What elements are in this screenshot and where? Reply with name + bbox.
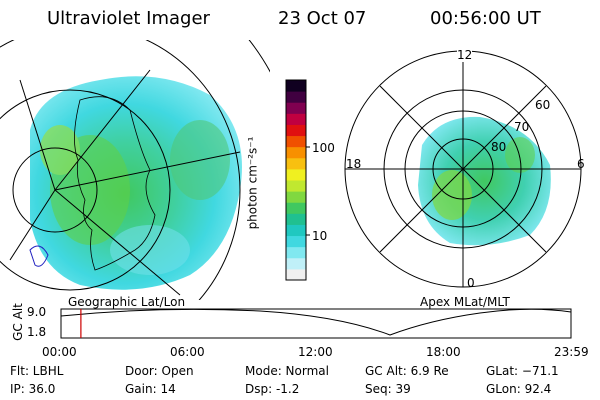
colorbar-scale — [286, 80, 306, 281]
gain-info: Gain: 14 — [125, 382, 176, 396]
colorbar-tick-10: 10 — [312, 229, 328, 243]
lat-label-70: 70 — [514, 120, 530, 134]
image-time: 00:56:00 UT — [430, 8, 541, 29]
mlt-label-12: 12 — [457, 48, 473, 62]
colorbar-swatch — [286, 268, 306, 281]
colorbar-swatch — [286, 202, 306, 214]
time-tick-3: 18:00 — [426, 345, 461, 359]
glat-info: GLat: −71.1 — [486, 364, 559, 378]
colorbar-swatch — [286, 168, 306, 181]
image-date: 23 Oct 07 — [278, 8, 367, 29]
time-tick-0: 00:00 — [42, 345, 77, 359]
colorbar-swatch — [286, 213, 306, 225]
altitude-curve — [60, 308, 572, 336]
colorbar-swatch — [286, 191, 306, 203]
right-panel-label: Apex MLat/MLT — [420, 295, 510, 309]
polar-grid — [344, 50, 582, 288]
colorbar-swatch — [286, 102, 306, 114]
colorbar-tick-100: 100 — [312, 141, 335, 155]
ip-info: IP: 36.0 — [10, 382, 56, 396]
colorbar-swatch — [286, 113, 306, 125]
instrument-title: Ultraviolet Imager — [47, 8, 210, 29]
altitude-tick-high: 9.0 — [27, 305, 47, 319]
colorbar-swatch — [286, 246, 306, 259]
colorbar-unit-label: photon cm⁻²s⁻¹ — [245, 136, 260, 230]
time-tick-4: 23:59 — [554, 345, 589, 359]
dsp-info: Dsp: -1.2 — [245, 382, 300, 396]
mode-info: Mode: Normal — [245, 364, 329, 378]
geographic-image — [0, 40, 270, 300]
mlt-label-0: 0 — [467, 276, 475, 290]
door-info: Door: Open — [125, 364, 194, 378]
colorbar-swatch — [286, 80, 306, 92]
colorbar-swatch — [286, 224, 306, 237]
altitude-tick-low: 1.8 — [27, 325, 47, 339]
colorbar-swatch — [286, 124, 306, 137]
mlt-label-6: 6 — [577, 157, 585, 171]
colorbar-swatch — [286, 180, 306, 192]
colorbar-swatch — [286, 135, 306, 148]
seq-info: Seq: 39 — [365, 382, 411, 396]
colorbar-swatch — [286, 157, 306, 170]
coastline-fragment — [29, 245, 49, 267]
filter-info: Flt: LBHL — [10, 364, 64, 378]
gc-alt-info: GC Alt: 6.9 Re — [365, 364, 449, 378]
left-panel-label: Geographic Lat/Lon — [68, 295, 186, 309]
colorbar-swatch — [286, 235, 306, 248]
lat-lon-grid — [0, 40, 270, 300]
colorbar-swatch — [286, 146, 306, 159]
colorbar-swatch — [286, 257, 306, 270]
mlt-label-18: 18 — [346, 157, 362, 171]
colorbar — [285, 79, 310, 281]
altitude-axis-label: GC Alt — [11, 303, 25, 341]
time-tick-2: 12:00 — [298, 345, 333, 359]
altitude-track-plot — [60, 308, 572, 339]
glon-info: GLon: 92.4 — [486, 382, 552, 396]
lat-label-80: 80 — [491, 140, 507, 154]
time-tick-1: 06:00 — [170, 345, 205, 359]
polar-plot — [344, 50, 582, 288]
colorbar-swatch — [286, 91, 306, 103]
antarctica-coastline — [74, 96, 156, 271]
lat-label-60: 60 — [535, 98, 551, 112]
